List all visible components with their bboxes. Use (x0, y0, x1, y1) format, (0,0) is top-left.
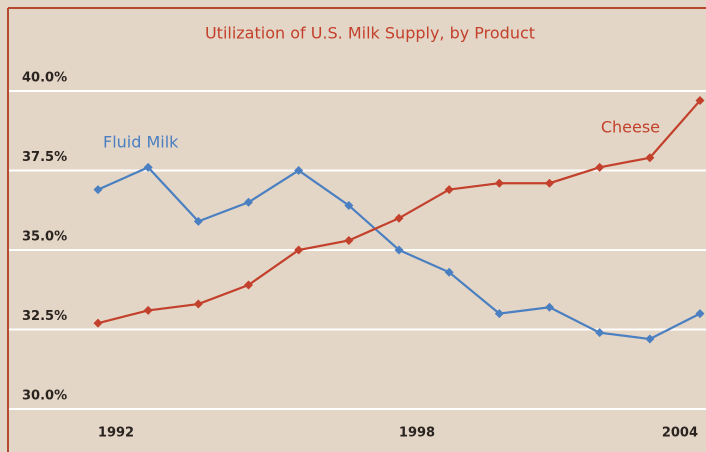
series-label: Cheese (601, 118, 660, 137)
data-point (595, 328, 605, 338)
data-point (494, 309, 504, 319)
data-point (444, 185, 454, 195)
data-point (695, 96, 705, 106)
y-tick-label: 30.0% (22, 389, 67, 404)
data-point (695, 309, 705, 319)
x-tick-label: 2004 (662, 426, 698, 441)
data-point (193, 216, 203, 226)
data-point (645, 334, 655, 344)
data-point (93, 318, 103, 328)
data-point (344, 200, 354, 210)
x-tick-label: 1998 (399, 426, 435, 441)
data-point (193, 299, 203, 309)
data-point (595, 162, 605, 172)
series-label: Fluid Milk (103, 133, 179, 152)
data-point (494, 178, 504, 188)
data-point (143, 162, 153, 172)
chart-title: Utilization of U.S. Milk Supply, by Prod… (205, 24, 535, 43)
data-point (143, 305, 153, 315)
x-tick-label: 1992 (98, 426, 134, 441)
y-tick-label: 40.0% (22, 71, 67, 86)
data-point (545, 178, 554, 188)
data-point (394, 245, 404, 255)
y-tick-label: 32.5% (22, 309, 67, 324)
data-point (394, 213, 404, 223)
y-tick-label: 37.5% (22, 150, 67, 165)
y-tick-label: 35.0% (22, 230, 67, 245)
data-point (545, 302, 554, 312)
data-point (344, 235, 354, 245)
data-point (294, 166, 304, 175)
data-point (294, 245, 304, 255)
data-point (444, 267, 454, 277)
data-point (93, 185, 103, 195)
data-point (645, 153, 655, 163)
data-point (244, 197, 253, 207)
data-point (244, 280, 253, 290)
